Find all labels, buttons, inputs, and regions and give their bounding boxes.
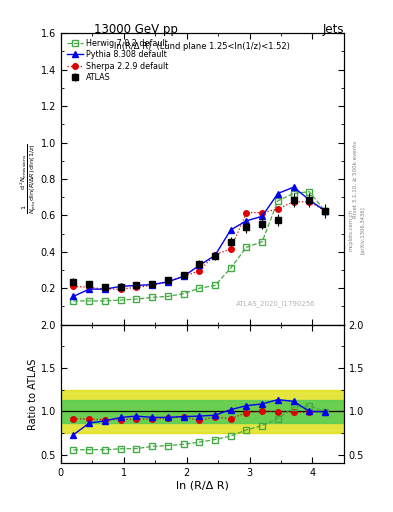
Herwig 7.0.2 default — [213, 283, 217, 289]
Line: Pythia 8.308 default: Pythia 8.308 default — [70, 184, 328, 300]
Pythia 8.308 default — [197, 262, 202, 268]
Text: Jets: Jets — [322, 23, 344, 36]
Line: Herwig 7.0.2 default: Herwig 7.0.2 default — [70, 188, 328, 304]
Sherpa 2.2.9 default — [150, 283, 154, 289]
Sherpa 2.2.9 default — [118, 286, 123, 292]
Text: ATLAS_2020_I1790256: ATLAS_2020_I1790256 — [236, 301, 316, 307]
Pythia 8.308 default — [307, 197, 312, 203]
Text: [arXiv:1306.3436]: [arXiv:1306.3436] — [360, 206, 364, 254]
Herwig 7.0.2 default — [87, 298, 92, 304]
Sherpa 2.2.9 default — [244, 209, 249, 216]
Y-axis label: Rivet 3.1.10, ≥ 500k events: Rivet 3.1.10, ≥ 500k events — [353, 140, 358, 218]
Herwig 7.0.2 default — [244, 244, 249, 250]
Y-axis label: $\frac{1}{N_\mathrm{jets}}\frac{\mathrm{d}^2 N_\mathrm{emissions}}{\mathrm{d}\ln: $\frac{1}{N_\mathrm{jets}}\frac{\mathrm{… — [18, 143, 39, 215]
Pythia 8.308 default — [213, 252, 217, 259]
Line: Sherpa 2.2.9 default: Sherpa 2.2.9 default — [71, 199, 328, 292]
Pythia 8.308 default — [150, 282, 154, 288]
Sherpa 2.2.9 default — [307, 199, 312, 205]
Pythia 8.308 default — [118, 283, 123, 289]
Pythia 8.308 default — [291, 184, 296, 190]
Herwig 7.0.2 default — [291, 190, 296, 197]
Herwig 7.0.2 default — [323, 208, 327, 214]
Herwig 7.0.2 default — [307, 188, 312, 195]
Text: ln(R/Δ R)  (Lund plane 1.25<ln(1/z)<1.52): ln(R/Δ R) (Lund plane 1.25<ln(1/z)<1.52) — [114, 42, 290, 51]
Sherpa 2.2.9 default — [260, 209, 264, 216]
Pythia 8.308 default — [260, 213, 264, 219]
Sherpa 2.2.9 default — [275, 206, 280, 212]
Legend: Herwig 7.0.2 default, Pythia 8.308 default, Sherpa 2.2.9 default, ATLAS: Herwig 7.0.2 default, Pythia 8.308 defau… — [65, 37, 170, 84]
Sherpa 2.2.9 default — [87, 284, 92, 290]
Y-axis label: Ratio to ATLAS: Ratio to ATLAS — [28, 358, 38, 430]
Sherpa 2.2.9 default — [71, 283, 76, 289]
X-axis label: ln (R/Δ R): ln (R/Δ R) — [176, 481, 229, 491]
Pythia 8.308 default — [181, 273, 186, 280]
Herwig 7.0.2 default — [118, 297, 123, 303]
Herwig 7.0.2 default — [103, 298, 107, 304]
Herwig 7.0.2 default — [228, 265, 233, 271]
Sherpa 2.2.9 default — [228, 246, 233, 252]
Herwig 7.0.2 default — [134, 296, 139, 302]
Text: mcplots.cern.ch: mcplots.cern.ch — [349, 209, 353, 251]
Pythia 8.308 default — [323, 208, 327, 214]
Herwig 7.0.2 default — [260, 239, 264, 245]
Sherpa 2.2.9 default — [323, 208, 327, 214]
Herwig 7.0.2 default — [150, 294, 154, 301]
Sherpa 2.2.9 default — [134, 284, 139, 290]
Sherpa 2.2.9 default — [103, 286, 107, 292]
Herwig 7.0.2 default — [71, 298, 76, 304]
Sherpa 2.2.9 default — [165, 279, 170, 285]
Pythia 8.308 default — [87, 286, 92, 292]
Pythia 8.308 default — [244, 218, 249, 224]
Sherpa 2.2.9 default — [197, 268, 202, 274]
Sherpa 2.2.9 default — [291, 199, 296, 205]
Pythia 8.308 default — [103, 286, 107, 292]
Pythia 8.308 default — [275, 190, 280, 197]
Sherpa 2.2.9 default — [213, 251, 217, 258]
Pythia 8.308 default — [71, 293, 76, 300]
Herwig 7.0.2 default — [275, 198, 280, 204]
Pythia 8.308 default — [134, 283, 139, 289]
Herwig 7.0.2 default — [181, 291, 186, 297]
Sherpa 2.2.9 default — [181, 273, 186, 280]
Pythia 8.308 default — [228, 227, 233, 233]
Text: 13000 GeV pp: 13000 GeV pp — [94, 23, 178, 36]
Herwig 7.0.2 default — [197, 285, 202, 291]
Pythia 8.308 default — [165, 279, 170, 285]
Herwig 7.0.2 default — [165, 293, 170, 300]
